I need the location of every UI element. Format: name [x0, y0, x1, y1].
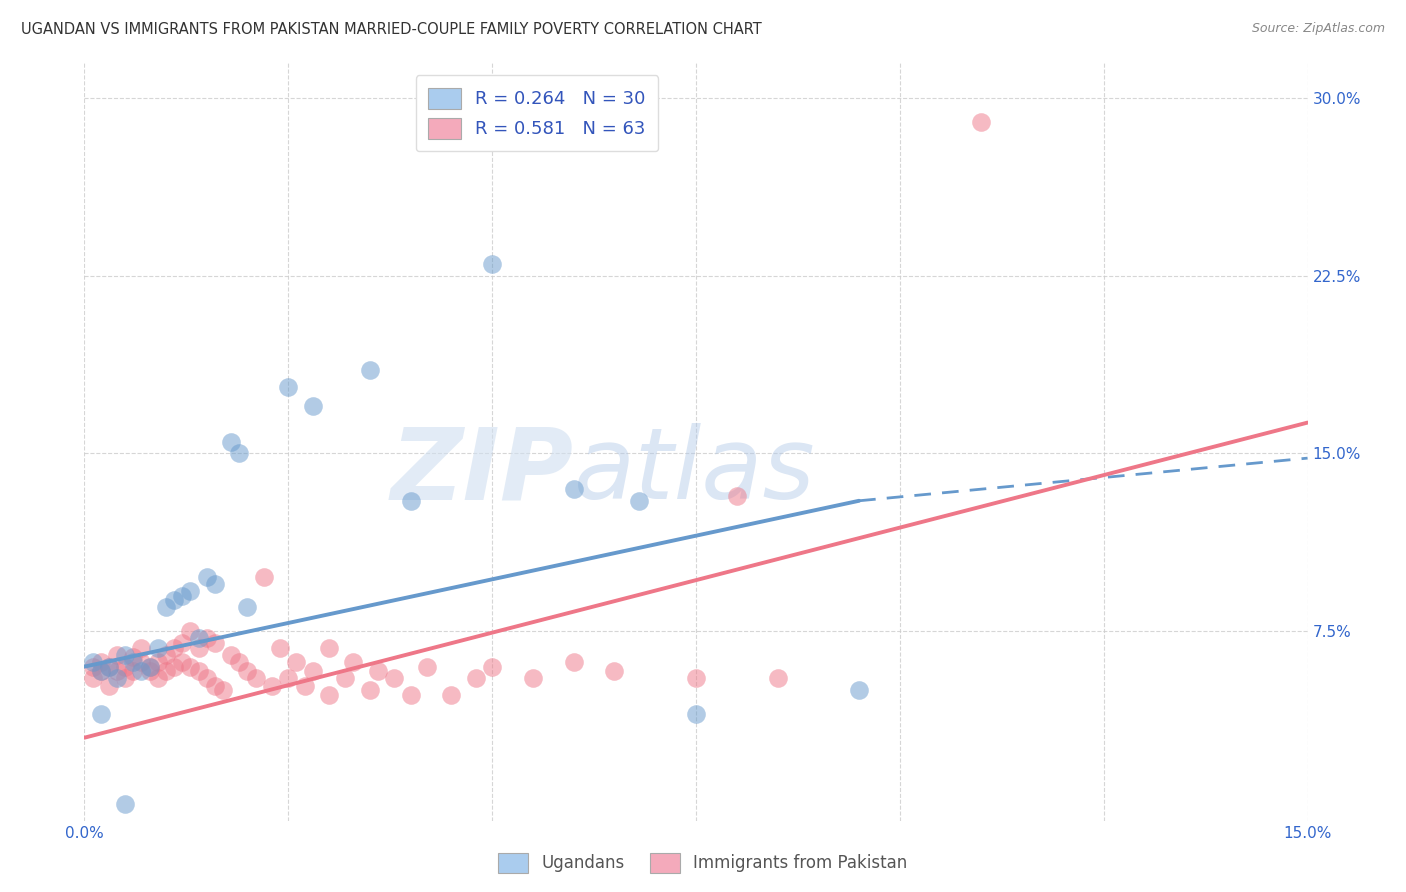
Point: [970, 114, 993, 128]
Point: [342, 655, 364, 669]
Legend: R = 0.264   N = 30, R = 0.581   N = 63: R = 0.264 N = 30, R = 0.581 N = 63: [416, 75, 658, 152]
Point: [138, 665, 160, 679]
Point: [172, 655, 194, 669]
Point: [90, 665, 112, 679]
Point: [90, 706, 112, 721]
Point: [294, 679, 316, 693]
Point: [155, 648, 177, 662]
Point: [105, 648, 128, 662]
Point: [131, 655, 153, 669]
Point: [114, 648, 136, 662]
Point: [277, 380, 299, 394]
Point: [219, 434, 242, 449]
Point: [155, 600, 177, 615]
Point: [603, 665, 626, 679]
Point: [301, 399, 323, 413]
Point: [277, 672, 299, 686]
Point: [228, 655, 250, 669]
Point: [685, 672, 707, 686]
Point: [464, 672, 486, 686]
Point: [122, 650, 145, 665]
Point: [114, 659, 136, 673]
Point: [163, 593, 186, 607]
Point: [82, 672, 104, 686]
Point: [212, 683, 235, 698]
Point: [382, 672, 405, 686]
Legend: Ugandans, Immigrants from Pakistan: Ugandans, Immigrants from Pakistan: [492, 847, 914, 880]
Point: [82, 655, 104, 669]
Point: [131, 665, 153, 679]
Point: [399, 493, 422, 508]
Point: [481, 659, 503, 673]
Point: [163, 640, 186, 655]
Point: [236, 665, 259, 679]
Point: [146, 655, 169, 669]
Point: [97, 659, 120, 673]
Point: [90, 665, 112, 679]
Point: [114, 672, 136, 686]
Point: [138, 659, 160, 673]
Point: [146, 672, 169, 686]
Point: [114, 797, 136, 811]
Point: [766, 672, 789, 686]
Point: [204, 636, 226, 650]
Text: ZIP: ZIP: [391, 424, 574, 520]
Point: [105, 665, 128, 679]
Point: [204, 576, 226, 591]
Point: [228, 446, 250, 460]
Point: [245, 672, 267, 686]
Point: [195, 569, 218, 583]
Point: [440, 688, 463, 702]
Point: [187, 665, 209, 679]
Point: [172, 589, 194, 603]
Point: [187, 640, 209, 655]
Point: [97, 679, 120, 693]
Point: [627, 493, 650, 508]
Point: [253, 569, 276, 583]
Point: [122, 655, 145, 669]
Point: [335, 672, 357, 686]
Point: [195, 672, 218, 686]
Point: [187, 631, 209, 645]
Point: [318, 688, 340, 702]
Point: [269, 640, 291, 655]
Point: [848, 683, 870, 698]
Text: Source: ZipAtlas.com: Source: ZipAtlas.com: [1251, 22, 1385, 36]
Point: [399, 688, 422, 702]
Text: UGANDAN VS IMMIGRANTS FROM PAKISTAN MARRIED-COUPLE FAMILY POVERTY CORRELATION CH: UGANDAN VS IMMIGRANTS FROM PAKISTAN MARR…: [21, 22, 762, 37]
Point: [367, 665, 389, 679]
Point: [105, 672, 128, 686]
Point: [285, 655, 308, 669]
Point: [301, 665, 323, 679]
Point: [195, 631, 218, 645]
Point: [685, 706, 707, 721]
Point: [155, 665, 177, 679]
Point: [172, 636, 194, 650]
Point: [179, 583, 201, 598]
Point: [146, 640, 169, 655]
Point: [318, 640, 340, 655]
Text: atlas: atlas: [574, 424, 815, 520]
Point: [82, 659, 104, 673]
Point: [236, 600, 259, 615]
Point: [219, 648, 242, 662]
Point: [481, 257, 503, 271]
Point: [179, 659, 201, 673]
Point: [562, 655, 585, 669]
Point: [359, 683, 381, 698]
Point: [562, 482, 585, 496]
Point: [122, 665, 145, 679]
Point: [179, 624, 201, 639]
Point: [138, 659, 160, 673]
Point: [522, 672, 544, 686]
Point: [204, 679, 226, 693]
Point: [163, 659, 186, 673]
Point: [416, 659, 439, 673]
Point: [131, 640, 153, 655]
Point: [725, 489, 748, 503]
Point: [359, 363, 381, 377]
Point: [90, 655, 112, 669]
Point: [97, 659, 120, 673]
Point: [260, 679, 283, 693]
